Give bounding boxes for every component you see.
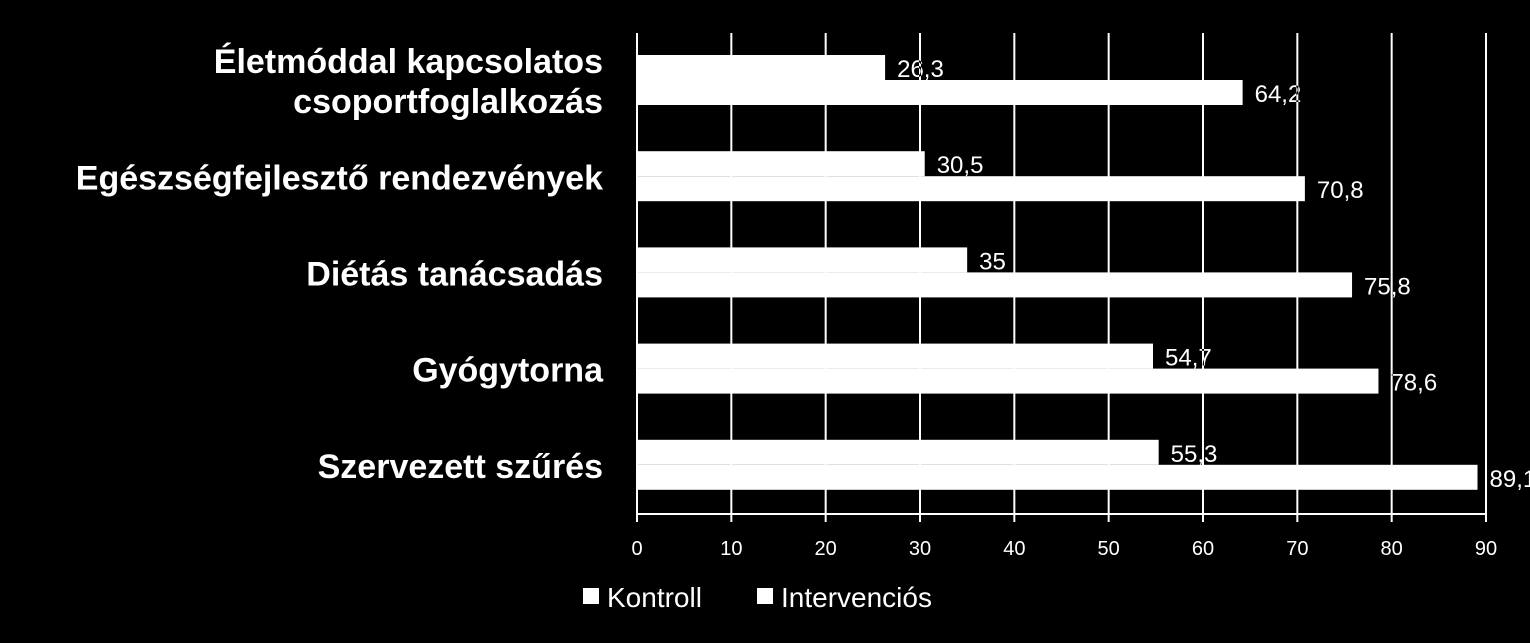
bar-intervencios (637, 272, 1353, 298)
x-tick-label: 20 (815, 538, 837, 560)
bar-kontroll (637, 439, 1159, 465)
data-label: 55,3 (1171, 441, 1218, 468)
category-label: Diétás tanácsadás (306, 256, 603, 294)
x-tick-label: 30 (909, 538, 931, 560)
bar-kontroll (637, 151, 925, 177)
category-labels: Életmóddal kapcsolatoscsoportfoglalkozás… (76, 43, 604, 486)
legend-swatch (757, 588, 773, 604)
x-tick-label: 70 (1286, 538, 1308, 560)
bar-intervencios (637, 80, 1243, 105)
category-label: Szervezett szűrés (318, 448, 603, 486)
data-label: 70,8 (1317, 177, 1364, 204)
legend: Kontroll Intervenciós (583, 582, 932, 613)
bar-intervencios (637, 176, 1305, 202)
category-label: csoportfoglalkozás (293, 83, 603, 121)
bar-kontroll (637, 55, 886, 80)
bar-kontroll (637, 343, 1154, 369)
legend-label: Intervenciós (781, 582, 932, 613)
data-label: 64,2 (1255, 81, 1302, 108)
data-label: 30,5 (937, 152, 984, 179)
x-tick-label: 90 (1475, 538, 1497, 560)
legend-swatch (583, 588, 599, 604)
x-tick-label: 40 (1003, 538, 1025, 560)
data-labels: 26,3 64,2 30,5 70,8 35 75,8 54,7 78,6 55,3 89,1 (897, 56, 1530, 493)
x-tick-label: 10 (720, 538, 742, 560)
bar-intervencios (637, 368, 1379, 394)
x-tick-label: 60 (1192, 538, 1214, 560)
category-label: Életmóddal kapcsolatos (214, 43, 603, 81)
data-label: 78,6 (1390, 370, 1437, 397)
x-axis: 0 10 20 30 40 50 60 70 80 90 (631, 33, 1497, 560)
data-label: 26,3 (897, 56, 944, 83)
category-label: Gyógytorna (412, 352, 604, 390)
legend-label: Kontroll (607, 582, 702, 613)
x-tick-label: 80 (1381, 538, 1403, 560)
bar-kontroll (637, 247, 968, 273)
category-label: Egészségfejlesztő rendezvények (76, 159, 603, 197)
bars (637, 55, 1478, 490)
data-label: 54,7 (1165, 345, 1212, 372)
x-tick-label: 50 (1098, 538, 1120, 560)
data-label: 35 (979, 248, 1006, 275)
x-tick-label: 0 (631, 538, 642, 560)
data-label: 89,1 (1490, 466, 1530, 493)
data-label: 75,8 (1364, 273, 1411, 300)
bar-intervencios (637, 464, 1478, 490)
